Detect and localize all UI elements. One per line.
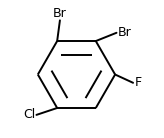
Text: Cl: Cl [23,108,35,121]
Text: Br: Br [53,7,67,20]
Text: F: F [134,76,142,89]
Text: Br: Br [118,26,132,39]
